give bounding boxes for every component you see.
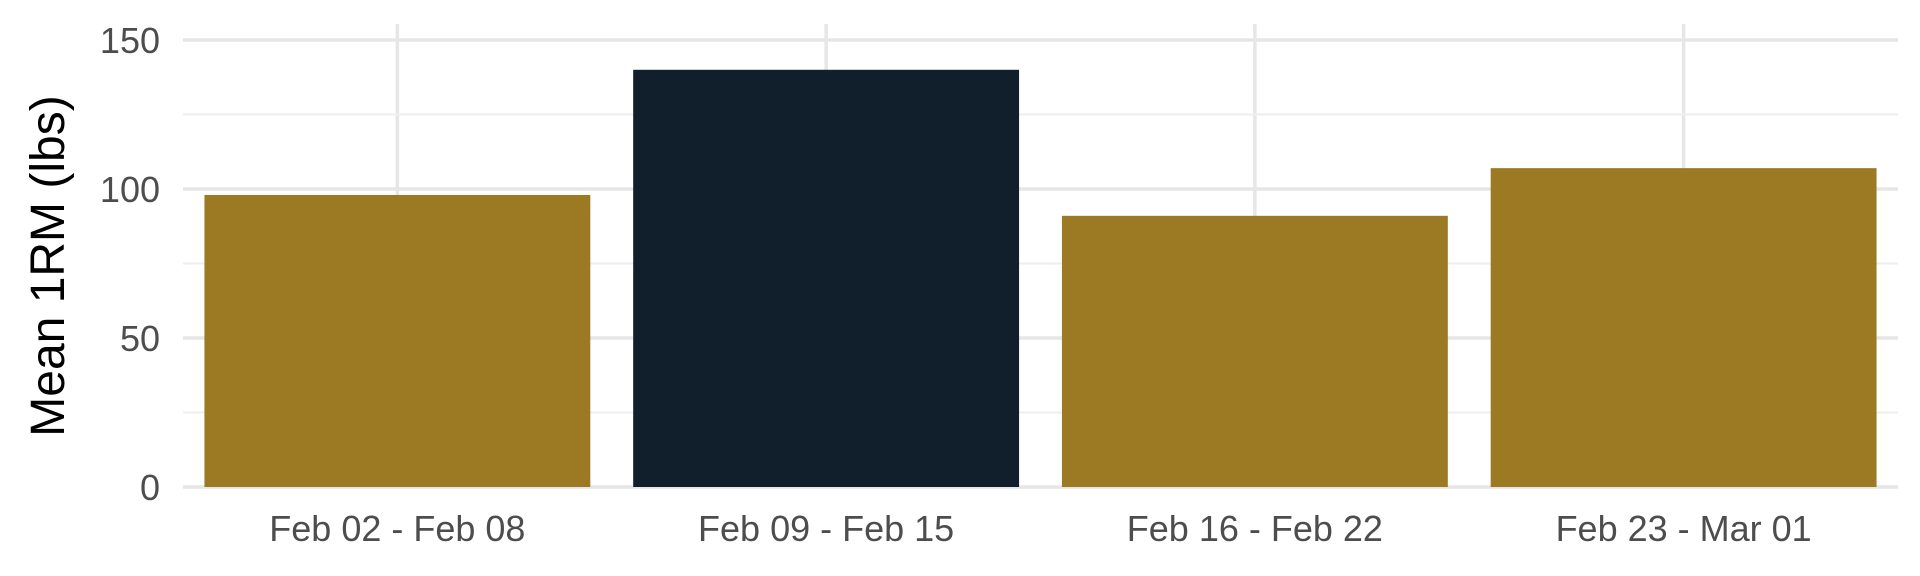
bar (204, 194, 591, 487)
bar (1061, 215, 1448, 487)
x-axis-tick-labels: Feb 02 - Feb 08 Feb 09 - Feb 15 Feb 16 - F… (269, 508, 1811, 549)
x-tick-label: Feb 23 - Mar 01 (1556, 508, 1812, 549)
y-axis-tick-labels: 0 50 100 150 (100, 20, 160, 508)
x-tick-label: Feb 02 - Feb 08 (269, 508, 525, 549)
x-tick-label: Feb 09 - Feb 15 (698, 508, 954, 549)
bar (1490, 168, 1877, 487)
y-tick-label: 100 (100, 169, 160, 210)
y-tick-label: 50 (120, 318, 160, 359)
y-axis-title: Mean 1RM (lbs) (22, 95, 75, 436)
bar (633, 69, 1020, 488)
y-tick-label: 0 (140, 467, 160, 508)
bars (204, 69, 1877, 488)
x-tick-label: Feb 16 - Feb 22 (1127, 508, 1383, 549)
y-tick-label: 150 (100, 20, 160, 61)
